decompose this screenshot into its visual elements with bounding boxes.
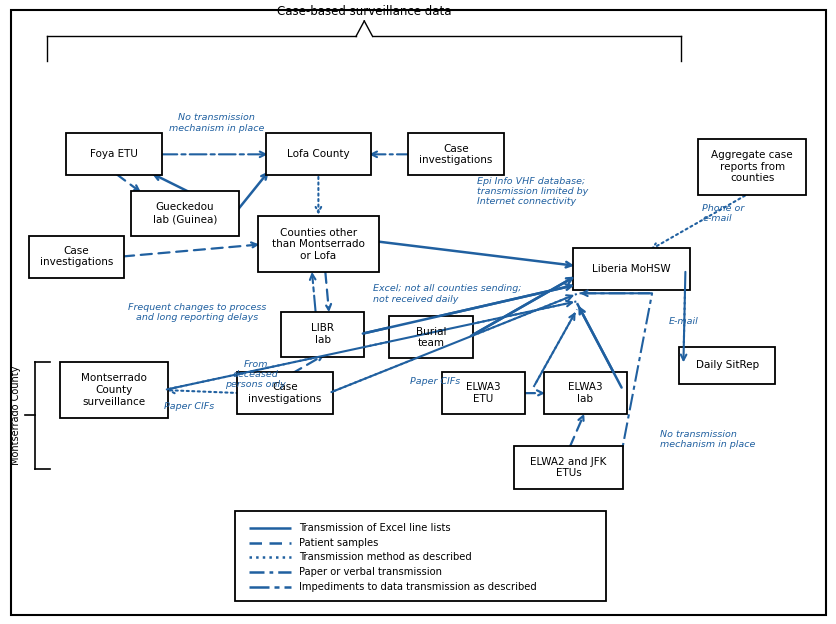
Text: Transmission of Excel line lists: Transmission of Excel line lists (298, 523, 451, 533)
FancyBboxPatch shape (257, 217, 379, 272)
FancyBboxPatch shape (235, 511, 605, 601)
Text: Aggregate case
reports from
counties: Aggregate case reports from counties (711, 150, 792, 183)
Text: Montserrado County: Montserrado County (12, 366, 22, 465)
Text: Paper CIFs: Paper CIFs (164, 402, 214, 411)
Text: Burial
team: Burial team (415, 326, 446, 348)
Text: Foya ETU: Foya ETU (90, 149, 138, 159)
Text: Daily SitRep: Daily SitRep (695, 360, 757, 370)
Text: ELWA3
ETU: ELWA3 ETU (466, 383, 500, 404)
FancyBboxPatch shape (59, 362, 168, 418)
Text: ELWA2 and JFK
ETUs: ELWA2 and JFK ETUs (530, 457, 606, 479)
Text: No transmission
mechanism in place: No transmission mechanism in place (169, 113, 264, 133)
Text: Gueckedou
lab (Guinea): Gueckedou lab (Guinea) (152, 202, 217, 224)
Text: Counties other
than Montserrado
or Lofa: Counties other than Montserrado or Lofa (272, 228, 364, 261)
Text: Paper CIFs: Paper CIFs (410, 378, 460, 386)
Text: Case
investigations: Case investigations (419, 144, 492, 165)
FancyBboxPatch shape (28, 236, 125, 278)
Text: Phone or
e-mail: Phone or e-mail (701, 203, 743, 223)
Text: No transmission
mechanism in place: No transmission mechanism in place (660, 430, 755, 449)
Text: E-mail: E-mail (668, 317, 698, 326)
FancyBboxPatch shape (441, 372, 525, 414)
FancyBboxPatch shape (66, 134, 162, 175)
FancyBboxPatch shape (130, 191, 239, 236)
Text: Impediments to data transmission as described: Impediments to data transmission as desc… (298, 582, 537, 592)
Text: From
deceased
persons only: From deceased persons only (225, 359, 286, 389)
Text: Excel; not all counties sending;
not received daily: Excel; not all counties sending; not rec… (372, 284, 521, 304)
Text: Liberia MoHSW: Liberia MoHSW (591, 264, 670, 274)
Text: Transmission method as described: Transmission method as described (298, 552, 472, 562)
FancyBboxPatch shape (543, 372, 626, 414)
Text: ELWA3
lab: ELWA3 lab (568, 383, 602, 404)
Text: Case
investigations: Case investigations (248, 383, 321, 404)
FancyBboxPatch shape (237, 372, 333, 414)
Text: Paper or verbal transmission: Paper or verbal transmission (298, 567, 441, 577)
Text: Case
investigations: Case investigations (40, 246, 113, 268)
Text: Epi Info VHF database;
transmission limited by
Internet connectivity: Epi Info VHF database; transmission limi… (477, 177, 588, 207)
Text: Patient samples: Patient samples (298, 538, 378, 548)
FancyBboxPatch shape (408, 134, 503, 175)
Text: Case-based surveillance data: Case-based surveillance data (277, 5, 451, 18)
Text: Lofa County: Lofa County (287, 149, 349, 159)
FancyBboxPatch shape (572, 248, 689, 290)
Text: LIBR
lab: LIBR lab (311, 323, 334, 345)
FancyBboxPatch shape (281, 312, 364, 356)
FancyBboxPatch shape (514, 446, 622, 489)
FancyBboxPatch shape (697, 139, 805, 195)
Text: Frequent changes to process
and long reporting delays: Frequent changes to process and long rep… (128, 303, 267, 322)
Text: Montserrado
County
surveillance: Montserrado County surveillance (81, 373, 147, 407)
FancyBboxPatch shape (678, 346, 774, 384)
FancyBboxPatch shape (389, 316, 472, 358)
FancyBboxPatch shape (266, 134, 370, 175)
